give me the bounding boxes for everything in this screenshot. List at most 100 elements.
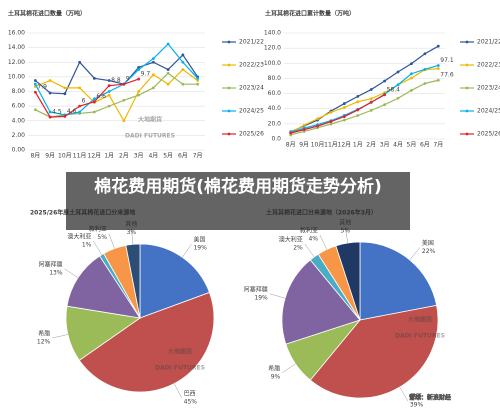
pie-value-label: 12%: [37, 339, 51, 346]
point: [63, 114, 67, 118]
pie-value-label: 19%: [254, 294, 268, 301]
x-tick-label: 8月: [286, 142, 296, 149]
pie-slice: [335, 241, 361, 321]
pie-slice: [281, 259, 361, 345]
pie-label: 希腊: [38, 330, 50, 338]
point: [423, 67, 427, 71]
legend-label: 2023/24: [477, 85, 500, 92]
point: [137, 65, 141, 69]
x-tick-label: 7月: [433, 142, 443, 149]
point: [151, 73, 155, 77]
point: [383, 93, 387, 97]
point: [436, 64, 440, 67]
point: [166, 68, 170, 71]
watermark: 大地期货: [138, 116, 162, 124]
point: [302, 123, 306, 127]
pie-label: 澳大利亚: [67, 233, 91, 241]
point: [329, 122, 333, 126]
x-tick-label: 6月: [178, 153, 188, 160]
y-tick-label: 6.00: [12, 103, 26, 110]
leader-line: [319, 234, 328, 250]
legend-marker: [227, 40, 231, 44]
point: [196, 79, 200, 82]
point: [316, 124, 319, 128]
y-tick-label: 4.00: [12, 117, 26, 124]
y-tick-label: 20.0: [268, 120, 282, 127]
point: [151, 57, 155, 60]
point: [166, 42, 170, 46]
data-label: 58.4: [387, 86, 401, 93]
x-tick-label: 12月: [88, 153, 102, 160]
point: [423, 52, 427, 56]
legend-label: 2023/24: [239, 85, 264, 92]
legend-label: 2025/26: [239, 131, 264, 138]
point: [383, 79, 387, 83]
x-tick-label: 3月: [380, 142, 390, 149]
data-label: 6.6: [96, 93, 106, 100]
x-tick-label: 1月: [104, 153, 114, 160]
y-tick-label: 140.0: [264, 30, 281, 37]
y-tick-label: 0.0: [271, 136, 281, 143]
legend-marker: [465, 63, 469, 67]
x-tick-label: 9月: [45, 153, 55, 160]
series-line: [34, 43, 199, 116]
point: [33, 108, 37, 112]
point: [342, 106, 346, 109]
series-line: [290, 79, 439, 136]
x-tick-label: 1月: [353, 142, 363, 149]
x-tick-label: 11月: [324, 142, 338, 149]
legend-label: 2022/23: [239, 62, 264, 69]
point: [410, 76, 413, 80]
point: [92, 76, 96, 80]
point: [369, 100, 373, 104]
legend-marker: [227, 132, 231, 136]
legend-marker: [465, 40, 469, 44]
x-tick-label: 11月: [73, 153, 87, 160]
y-tick-label: 14.00: [8, 44, 25, 51]
y-tick-label: 60.0: [268, 90, 282, 97]
point: [369, 108, 373, 112]
pie-label: 阿塞拜疆: [244, 285, 268, 293]
legend-marker: [465, 86, 469, 90]
legend-label: 2021/22: [477, 39, 500, 46]
point: [329, 110, 333, 114]
leader-line: [282, 363, 296, 374]
pie-value-label: 9%: [271, 373, 281, 380]
watermark: DADI FUTURES: [125, 133, 175, 140]
series-line: [290, 45, 439, 133]
point: [436, 67, 440, 70]
data-label: 4.5: [52, 109, 62, 116]
x-tick-label: 2月: [366, 142, 376, 149]
leader-line: [182, 244, 192, 258]
point: [107, 93, 111, 97]
point: [63, 86, 67, 90]
point: [166, 82, 170, 86]
y-tick-label: 8.00: [12, 88, 26, 95]
pie-value-label: 5%: [97, 234, 107, 241]
point: [122, 119, 126, 123]
pie-slice: [309, 304, 439, 399]
point: [33, 79, 37, 82]
point: [369, 88, 373, 91]
pie-value-label: 19%: [193, 245, 207, 252]
series-line: [35, 72, 198, 118]
pie-label: 巴西: [410, 393, 422, 400]
point: [137, 90, 141, 93]
leader-line: [93, 240, 102, 255]
leader-line: [108, 233, 115, 249]
point: [107, 104, 111, 108]
pie-label: 美国: [422, 239, 434, 247]
watermark: 大地期货: [408, 316, 432, 324]
watermark: 大地期货: [168, 348, 192, 356]
legend-marker: [227, 86, 231, 90]
pie-value-label: 4%: [308, 235, 318, 242]
point: [63, 92, 67, 96]
leader-line: [174, 383, 182, 398]
data-label: 7.9: [37, 84, 47, 91]
point: [122, 82, 126, 86]
data-label: 4.6: [67, 108, 77, 115]
legend-marker: [227, 63, 231, 67]
point: [107, 90, 111, 93]
y-tick-label: 2.00: [12, 132, 26, 139]
